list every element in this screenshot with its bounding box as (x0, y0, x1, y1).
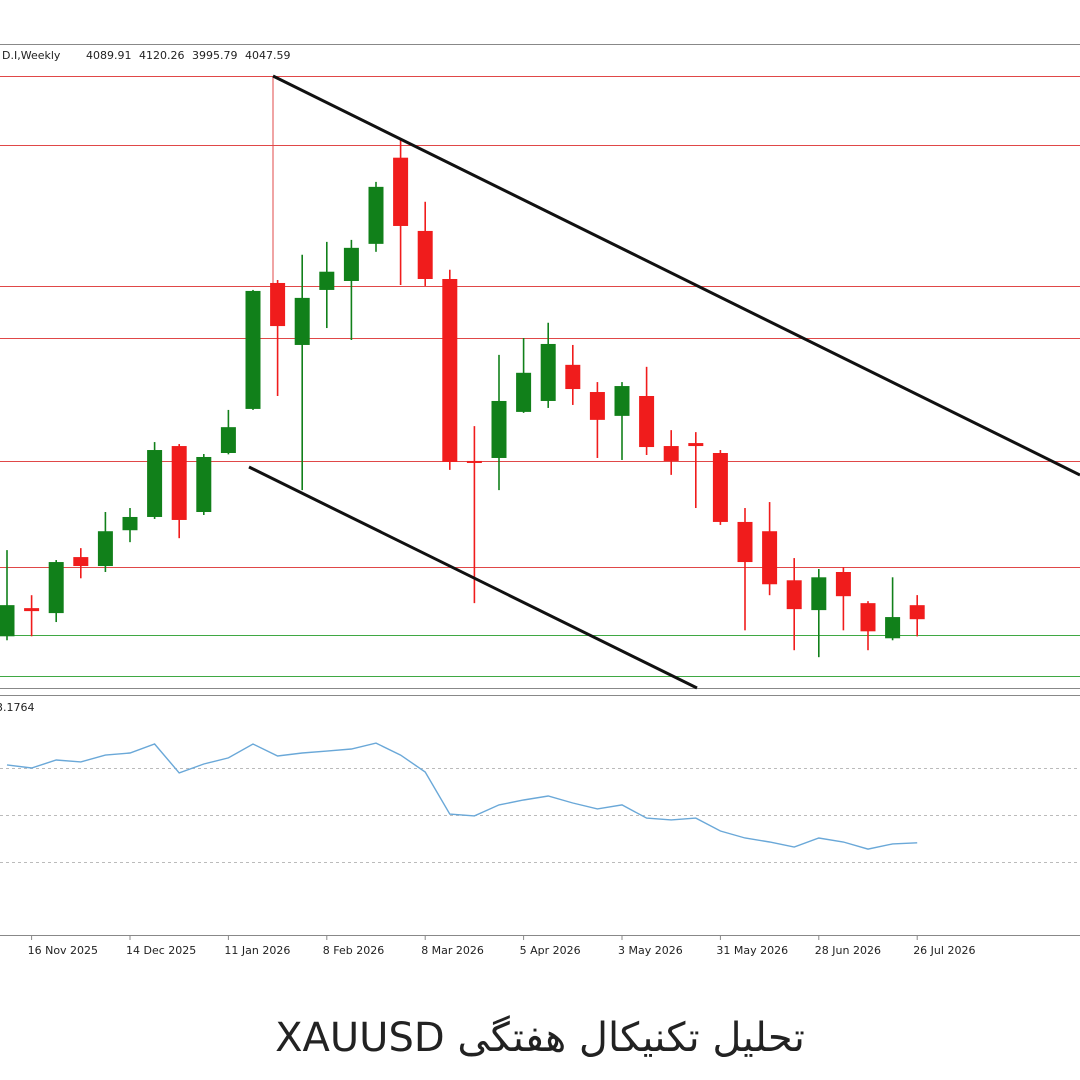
candle-body (466, 460, 482, 463)
candle-body (565, 364, 581, 390)
candle-body (885, 617, 901, 639)
trendline-lower (248, 465, 698, 690)
trendline-upper (272, 74, 1080, 477)
candle-body (319, 271, 335, 290)
candle-body (270, 282, 286, 327)
candle-body (860, 603, 876, 632)
candle-body (171, 446, 187, 520)
header-value: 3995.79 (192, 49, 238, 62)
header-value: 4047.59 (245, 49, 291, 62)
candle-body (97, 531, 113, 567)
candle-body (417, 230, 433, 279)
indicator-line (6, 742, 918, 850)
x-tick-label: 11 Jan 2026 (224, 944, 290, 957)
candle-body (811, 577, 827, 611)
candle-body (589, 392, 605, 420)
candle-body (24, 608, 40, 612)
candles (0, 139, 925, 658)
candle-body (491, 400, 507, 458)
x-tick-label: 8 Feb 2026 (323, 944, 384, 957)
x-tick-label: 26 Jul 2026 (913, 944, 975, 957)
indicator-label: 3.1764 (0, 701, 35, 714)
candle-body (516, 372, 532, 412)
candle-body (663, 446, 679, 461)
candle-body (909, 605, 925, 620)
candle-body (688, 443, 704, 447)
candle-body (835, 571, 851, 597)
candle-body (712, 453, 728, 522)
levels (0, 76, 1080, 677)
candle-body (368, 186, 384, 244)
candle-body (48, 562, 64, 614)
candle-body (0, 605, 15, 637)
x-tick-label: 14 Dec 2025 (126, 944, 196, 957)
candle-body (122, 516, 138, 531)
header-label: D.I,Weekly (2, 49, 61, 62)
candle-body (294, 297, 310, 345)
header: D.I,Weekly 4089.91 4120.26 3995.79 4047.59 (2, 49, 291, 62)
candle-body (196, 456, 212, 513)
candle-body (786, 580, 802, 610)
candle-body (737, 521, 753, 563)
candle-body (762, 531, 778, 585)
candle-body (147, 450, 163, 517)
x-tick-label: 28 Jun 2026 (815, 944, 881, 957)
indicator-panel (0, 742, 1080, 863)
x-tick-label: 8 Mar 2026 (421, 944, 484, 957)
x-tick-label: 5 Apr 2026 (520, 944, 581, 957)
x-tick-label: 16 Nov 2025 (28, 944, 98, 957)
candle-body (540, 343, 556, 401)
candle-body (220, 427, 236, 454)
header-value: 4120.26 (139, 49, 185, 62)
candle-body (639, 395, 655, 448)
chart-title: تحلیل تکنیکال هفتگی XAUUSD (275, 1015, 805, 1061)
header-value: 4089.91 (86, 49, 132, 62)
candle-body (442, 278, 458, 462)
x-tick-label: 31 May 2026 (716, 944, 788, 957)
x-tick-label: 3 May 2026 (618, 944, 683, 957)
candle-body (73, 557, 89, 567)
candle-body (614, 386, 630, 416)
x-axis: 16 Nov 2025 14 Dec 2025 11 Jan 2026 8 Feb 2… (28, 935, 975, 957)
candle-body (393, 157, 409, 226)
candle-body (343, 247, 359, 281)
candle-body (245, 290, 261, 409)
